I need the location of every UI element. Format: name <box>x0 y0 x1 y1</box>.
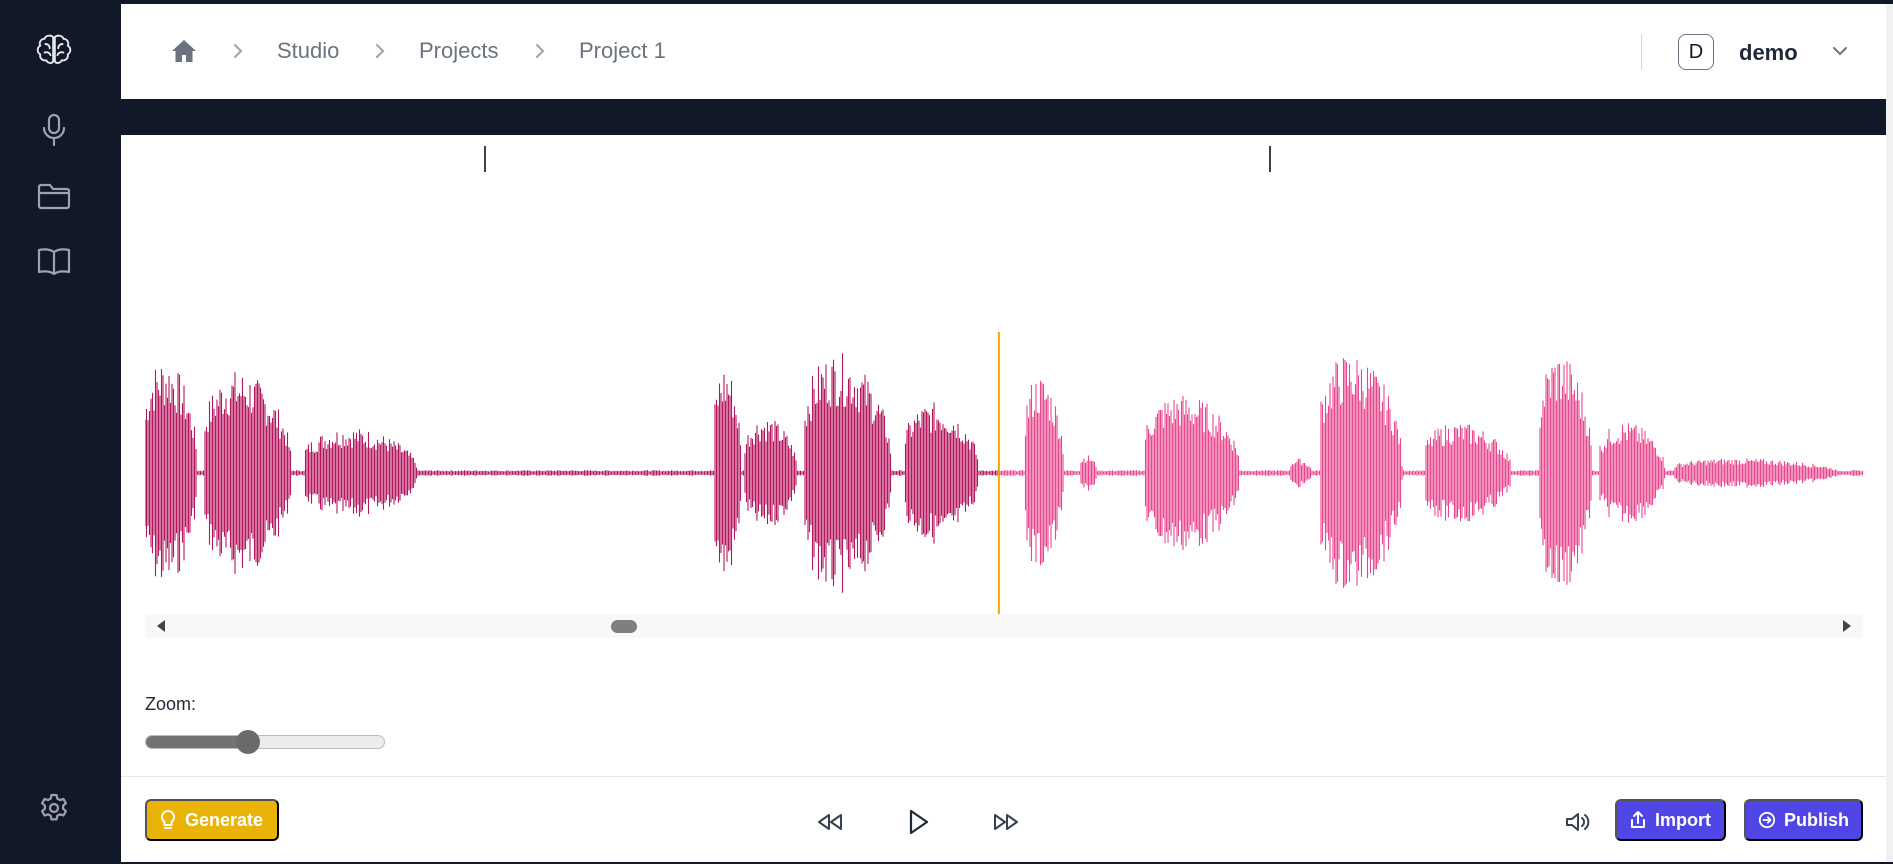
chevron-down-icon[interactable] <box>1831 44 1849 63</box>
user-name[interactable]: demo <box>1739 40 1798 65</box>
publish-button[interactable]: Publish <box>1744 799 1863 841</box>
timeline-band <box>121 99 1886 135</box>
lightbulb-icon <box>160 809 176 829</box>
top-bar: Studio Projects Project 1 D demo <box>121 4 1886 99</box>
rewind-icon[interactable] <box>813 805 847 839</box>
folder-icon[interactable] <box>36 178 72 214</box>
zoom-label: Zoom: <box>145 694 197 714</box>
waveform-unplayed <box>999 358 1863 588</box>
chevron-right-icon <box>231 42 245 65</box>
timeline-tick <box>1269 146 1271 172</box>
divider <box>1641 34 1642 70</box>
sidebar <box>0 0 121 864</box>
waveform-scrollbar[interactable] <box>145 614 1863 638</box>
waveform-played <box>145 353 1000 593</box>
fast-forward-icon[interactable] <box>989 805 1023 839</box>
timeline-ticks <box>121 146 1886 176</box>
chevron-right-icon <box>533 42 547 65</box>
zoom-slider-fill <box>146 736 250 748</box>
import-button[interactable]: Import <box>1615 799 1726 841</box>
breadcrumb-projects[interactable]: Projects <box>419 38 499 63</box>
book-icon[interactable] <box>36 243 72 279</box>
timeline-tick <box>484 146 486 172</box>
avatar[interactable]: D <box>1678 34 1714 70</box>
breadcrumb-studio[interactable]: Studio <box>277 38 340 63</box>
brain-logo-icon[interactable] <box>36 32 72 68</box>
breadcrumb-project-1[interactable]: Project 1 <box>579 38 666 63</box>
publish-label: Publish <box>1783 809 1849 830</box>
import-label: Import <box>1655 809 1711 830</box>
page-scrollbar[interactable] <box>1886 4 1893 862</box>
player-bar: Generate Import Publish <box>121 776 1886 862</box>
generate-label: Generate <box>185 809 264 830</box>
microphone-icon[interactable] <box>36 112 72 148</box>
scrollbar-thumb[interactable] <box>611 620 637 633</box>
home-icon[interactable] <box>171 38 197 69</box>
play-icon[interactable] <box>901 805 935 839</box>
upload-icon <box>1631 811 1645 828</box>
scroll-right-arrow-icon[interactable] <box>1843 620 1851 632</box>
volume-icon[interactable] <box>1561 805 1595 839</box>
zoom-slider-handle[interactable] <box>236 730 261 754</box>
settings-icon[interactable] <box>36 790 72 826</box>
generate-button[interactable]: Generate <box>145 799 279 841</box>
chevron-right-icon <box>373 42 387 65</box>
waveform[interactable] <box>145 332 1863 614</box>
zoom-slider[interactable] <box>145 735 385 749</box>
main-panel: Studio Projects Project 1 D demo Zoom: <box>121 4 1886 862</box>
publish-circle-arrow-icon <box>1758 811 1776 829</box>
scroll-left-arrow-icon[interactable] <box>157 620 165 632</box>
